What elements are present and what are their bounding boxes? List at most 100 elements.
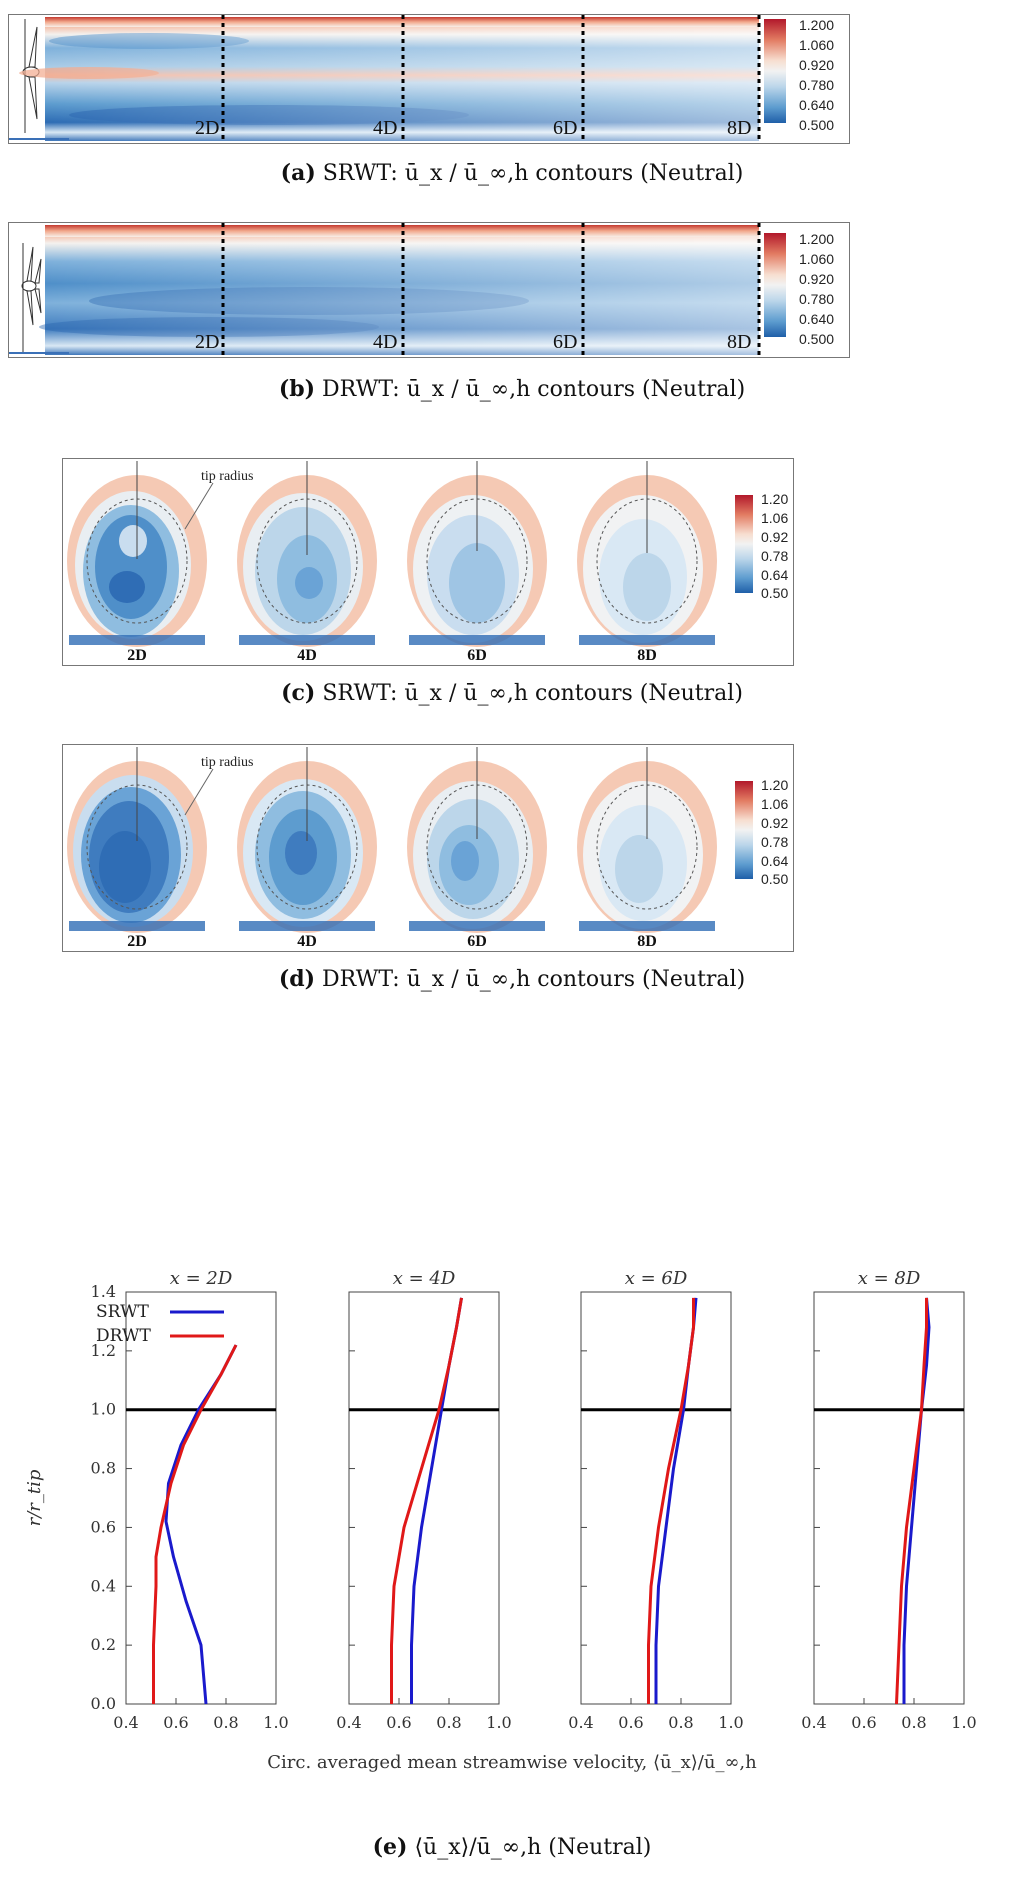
- slice-label-8d: 8D: [637, 647, 657, 664]
- series-line-srwt: [902, 1297, 931, 1704]
- x-axis-label: Circ. averaged mean streamwise velocity,…: [267, 1752, 757, 1773]
- x-tick-label: 0.4: [336, 1713, 361, 1732]
- station-label-6d: 6D: [553, 117, 578, 139]
- subplot-frame: [125, 1291, 277, 1705]
- slice-6d: [407, 747, 547, 933]
- panel-c-slices-plot: [67, 461, 753, 647]
- colorbar-tick: 0.640: [799, 97, 835, 113]
- subplot-title: x = 6D: [625, 1268, 688, 1289]
- y-tick-label: 1.4: [91, 1282, 116, 1301]
- x-tick-label: 0.4: [568, 1713, 593, 1732]
- subplot-frame: [348, 1291, 500, 1705]
- x-tick-label: 0.6: [851, 1713, 876, 1732]
- slice-label-6d: 6D: [467, 647, 487, 664]
- colorbar-tick: 0.78: [761, 834, 789, 850]
- colorbar-d: [735, 781, 753, 879]
- slice-4d: [237, 461, 377, 647]
- colorbar-c: [735, 495, 753, 593]
- caption-e: (e) ⟨ū_x⟩/ū_∞,h (Neutral): [372, 1834, 652, 1860]
- station-label-6d: 6D: [553, 331, 578, 353]
- panel-d-cross-sections: tip radius 2D 4D 6D 8D 1.20 1.06 0.92 0.…: [62, 744, 794, 952]
- turbine-drwt-icon: [21, 243, 42, 353]
- legend-label: DRWT: [96, 1326, 152, 1346]
- legend-label: SRWT: [96, 1302, 150, 1322]
- colorbar-tick: 1.06: [761, 796, 789, 812]
- panel-b-contour-plot: [9, 223, 786, 357]
- series-line-drwt: [895, 1297, 928, 1705]
- x-tick-label: 0.6: [618, 1713, 643, 1732]
- colorbar-tick: 0.920: [799, 57, 835, 73]
- colorbar-tick: 1.200: [799, 231, 835, 247]
- y-tick-label: 0.8: [91, 1459, 116, 1478]
- slice-label-6d: 6D: [467, 933, 487, 950]
- station-label-4d: 4D: [373, 331, 398, 353]
- y-tick-label: 1.0: [91, 1400, 116, 1419]
- slice-8d: [577, 747, 717, 933]
- caption-b: (b) DRWT: ū_x / ū_∞,h contours (Neutral): [278, 376, 746, 402]
- series-line-drwt: [390, 1297, 463, 1704]
- colorbar-tick: 1.060: [799, 251, 835, 267]
- colorbar-tick: 1.20: [761, 491, 789, 507]
- x-tick-label: 0.8: [436, 1713, 461, 1732]
- y-tick-label: 0.4: [91, 1576, 116, 1595]
- slice-4d: [237, 747, 377, 933]
- colorbar-b: [764, 233, 786, 337]
- colorbar-tick: 0.50: [761, 585, 789, 601]
- slice-6d: [407, 461, 547, 647]
- colorbar-tick: 1.20: [761, 777, 789, 793]
- colorbar-tick: 0.640: [799, 311, 835, 327]
- slice-2d: [67, 747, 214, 933]
- slice-label-8d: 8D: [637, 933, 657, 950]
- slice-2d: [67, 461, 214, 647]
- series-line-drwt: [647, 1297, 695, 1704]
- slice-label-4d: 4D: [297, 933, 317, 950]
- series-line-drwt: [152, 1344, 238, 1704]
- colorbar-tick: 0.64: [761, 567, 789, 583]
- caption-a: (a) SRWT: ū_x / ū_∞,h contours (Neutral): [280, 160, 744, 186]
- x-tick-label: 1.0: [718, 1713, 743, 1732]
- panel-b-wake-contour: 2D 4D 6D 8D 1.200 1.060 0.920 0.780 0.64…: [8, 222, 850, 358]
- colorbar-tick: 0.920: [799, 271, 835, 287]
- slice-label-4d: 4D: [297, 647, 317, 664]
- station-label-2d: 2D: [195, 117, 220, 139]
- colorbar-tick: 0.50: [761, 871, 789, 887]
- y-tick-label: 1.2: [91, 1341, 116, 1360]
- y-axis-label: r/r_tip: [24, 1469, 45, 1526]
- subplot-title: x = 2D: [170, 1268, 233, 1289]
- x-tick-label: 0.6: [386, 1713, 411, 1732]
- x-tick-label: 0.6: [163, 1713, 188, 1732]
- panel-a-wake-contour: 2D 4D 6D 8D 1.200 1.060 0.920 0.780 0.64…: [8, 14, 850, 144]
- subplot-title: x = 4D: [393, 1268, 456, 1289]
- slice-8d: [577, 461, 717, 647]
- subplot-title: x = 8D: [858, 1268, 921, 1289]
- colorbar-tick: 0.780: [799, 77, 835, 93]
- colorbar-tick: 1.06: [761, 510, 789, 526]
- y-tick-label: 0.6: [91, 1517, 116, 1536]
- profile-chart: x = 2D 0.4 0.6 0.8 1.0 0.0 0.2 0.4 0.6 0.8 1.0 1.2 1…: [24, 1268, 977, 1773]
- colorbar-tick: 0.78: [761, 548, 789, 564]
- colorbar-tick: 1.060: [799, 37, 835, 53]
- y-tick-label: 0.0: [91, 1694, 116, 1713]
- station-label-2d: 2D: [195, 331, 220, 353]
- x-tick-label: 1.0: [486, 1713, 511, 1732]
- tip-radius-label: tip radius: [201, 469, 254, 484]
- colorbar-tick: 0.92: [761, 815, 789, 831]
- x-tick-label: 0.4: [113, 1713, 138, 1732]
- colorbar-tick: 0.780: [799, 291, 835, 307]
- caption-c: (c) SRWT: ū_x / ū_∞,h contours (Neutral): [281, 680, 743, 706]
- x-tick-label: 0.8: [668, 1713, 693, 1732]
- x-tick-label: 0.8: [213, 1713, 238, 1732]
- panel-c-cross-sections: tip radius 2D 4D 6D 8D 1.20 1.06 0.92 0.…: [62, 458, 794, 666]
- caption-d: (d) DRWT: ū_x / ū_∞,h contours (Neutral): [278, 966, 746, 992]
- tip-radius-label: tip radius: [201, 755, 254, 770]
- slice-label-2d: 2D: [127, 933, 147, 950]
- x-tick-label: 0.8: [901, 1713, 926, 1732]
- panel-a-contour-plot: [9, 15, 786, 143]
- colorbar-tick: 0.500: [799, 331, 835, 347]
- series-line-srwt: [164, 1344, 238, 1705]
- x-tick-label: 1.0: [263, 1713, 288, 1732]
- y-tick-label: 0.2: [91, 1635, 116, 1654]
- subplot-frame: [813, 1291, 965, 1705]
- panel-d-slices-plot: [67, 747, 753, 933]
- station-label-8d: 8D: [727, 331, 752, 353]
